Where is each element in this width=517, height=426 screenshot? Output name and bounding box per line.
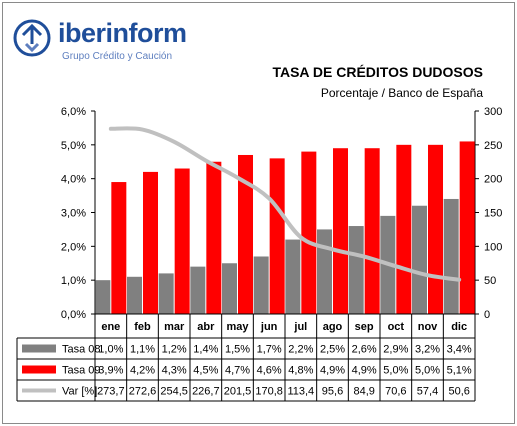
right-axis-tick-label: 250 [484, 140, 502, 152]
legend-key-tasa-09 [22, 365, 56, 374]
x-axis-category-label: ene [101, 321, 120, 333]
x-axis-category-label: jul [293, 321, 307, 333]
bar-tasa-09 [459, 141, 475, 314]
table-cell-value: 4,9% [352, 365, 377, 377]
x-axis-category-label: dic [451, 321, 467, 333]
x-axis-category-label: feb [134, 321, 151, 333]
table-cell-value: 1,5% [225, 344, 250, 356]
table-cell-value: 5,0% [415, 365, 440, 377]
x-axis-category-label: jun [260, 321, 278, 333]
bar-tasa-08 [95, 280, 111, 314]
bar-tasa-09 [301, 151, 317, 314]
left-axis-tick-label: 3,0% [61, 208, 86, 220]
left-axis-tick-label: 5,0% [61, 140, 86, 152]
table-cell-value: 5,1% [447, 365, 472, 377]
table-cell-value: 5,0% [383, 365, 408, 377]
table-cell-value: 2,2% [288, 344, 313, 356]
table-cell-value: 95,6 [322, 386, 343, 398]
legend-series-name: Tasa 09 [62, 365, 101, 377]
chart-subtitle: Porcentaje / Banco de España [320, 86, 483, 100]
brand-name: iberinform [58, 18, 187, 48]
brand-logo-icon [13, 19, 51, 57]
line-var [108, 126, 462, 282]
table-cell-value: 2,5% [320, 344, 345, 356]
table-cell-value: 1,0% [98, 344, 123, 356]
table-cell-value: 4,2% [130, 365, 155, 377]
table-cell-value: 1,4% [193, 344, 218, 356]
table-cell-value: 4,9% [320, 365, 345, 377]
right-axis-tick-label: 150 [484, 208, 502, 220]
bar-tasa-08 [412, 205, 427, 314]
table-cell-value: 272,6 [129, 386, 157, 398]
right-axis-tick-label: 100 [484, 241, 502, 253]
x-axis-category-label: nov [418, 321, 438, 333]
left-axis-tick-label: 1,0% [61, 275, 86, 287]
legend-series-name: Var [%] [62, 386, 97, 398]
right-axis-tick-label: 300 [484, 106, 502, 118]
bar-tasa-08 [317, 229, 332, 314]
left-axis-tick-label: 2,0% [61, 241, 86, 253]
table-cell-value: 254,5 [160, 386, 188, 398]
table-cell-value: 2,9% [383, 344, 408, 356]
left-axis-tick-label: 4,0% [61, 174, 86, 186]
left-axis-tick-label: 6,0% [61, 106, 86, 118]
x-axis-category-label: abr [197, 321, 215, 333]
bar-tasa-09 [143, 171, 158, 314]
table-cell-value: 50,6 [448, 386, 469, 398]
table-cell-value: 113,4 [287, 386, 314, 398]
table-cell-value: 170,8 [255, 386, 283, 398]
bar-tasa-08 [222, 263, 237, 314]
bar-tasa-09 [111, 182, 127, 314]
bar-tasa-09 [333, 148, 348, 314]
bar-tasa-09 [206, 161, 222, 314]
table-cell-value: 226,7 [192, 386, 220, 398]
brand-logo: iberinform Grupo Crédito y Caución [12, 16, 212, 66]
table-cell-value: 273,7 [97, 386, 125, 398]
bar-tasa-09 [238, 154, 253, 314]
x-axis-category-label: may [226, 321, 249, 333]
bar-tasa-09 [364, 148, 380, 314]
x-axis-category-label: mar [164, 321, 185, 333]
legend-key-tasa-08 [22, 344, 56, 353]
table-cell-value: 4,8% [288, 365, 313, 377]
table-cell-value: 3,9% [98, 365, 123, 377]
table-cell-value: 4,7% [225, 365, 250, 377]
table-cell-value: 1,7% [257, 344, 282, 356]
bar-tasa-08 [158, 273, 174, 314]
x-axis-category-label: ago [323, 321, 343, 333]
table-cell-value: 57,4 [417, 386, 438, 398]
bar-tasa-08 [190, 266, 206, 314]
right-axis-tick-label: 50 [484, 275, 496, 287]
table-cell-value: 1,1% [130, 344, 155, 356]
table-cell-value: 4,6% [257, 365, 282, 377]
table-cell-value: 2,6% [352, 344, 377, 356]
table-cell-value: 201,5 [224, 386, 252, 398]
left-axis-tick-label: 0,0% [61, 309, 86, 321]
right-axis-tick-label: 200 [484, 174, 502, 186]
table-cell-value: 3,2% [415, 344, 440, 356]
x-axis-category-label: sep [355, 321, 374, 333]
bar-tasa-08 [285, 239, 301, 314]
bar-tasa-09 [174, 168, 190, 314]
table-cell-value: 3,4% [447, 344, 472, 356]
table-cell-value: 84,9 [353, 386, 374, 398]
chart-title: TASA DE CRÉDITOS DUDOSOS [272, 64, 483, 80]
bar-tasa-09 [269, 158, 285, 314]
legend-series-name: Tasa 08 [62, 344, 101, 356]
bar-tasa-08 [348, 226, 364, 314]
table-cell-value: 4,5% [193, 365, 218, 377]
table-cell-value: 70,6 [385, 386, 406, 398]
bar-tasa-09 [396, 144, 412, 314]
brand-tagline: Grupo Crédito y Caución [62, 51, 173, 62]
right-axis-tick-label: 0 [484, 309, 490, 321]
bar-tasa-08 [127, 276, 142, 314]
x-axis-category-label: oct [388, 321, 405, 333]
bar-tasa-08 [443, 198, 459, 314]
table-cell-value: 4,3% [162, 365, 187, 377]
table-cell-value: 1,2% [162, 344, 187, 356]
bar-tasa-09 [428, 144, 443, 314]
bar-tasa-08 [253, 256, 269, 314]
